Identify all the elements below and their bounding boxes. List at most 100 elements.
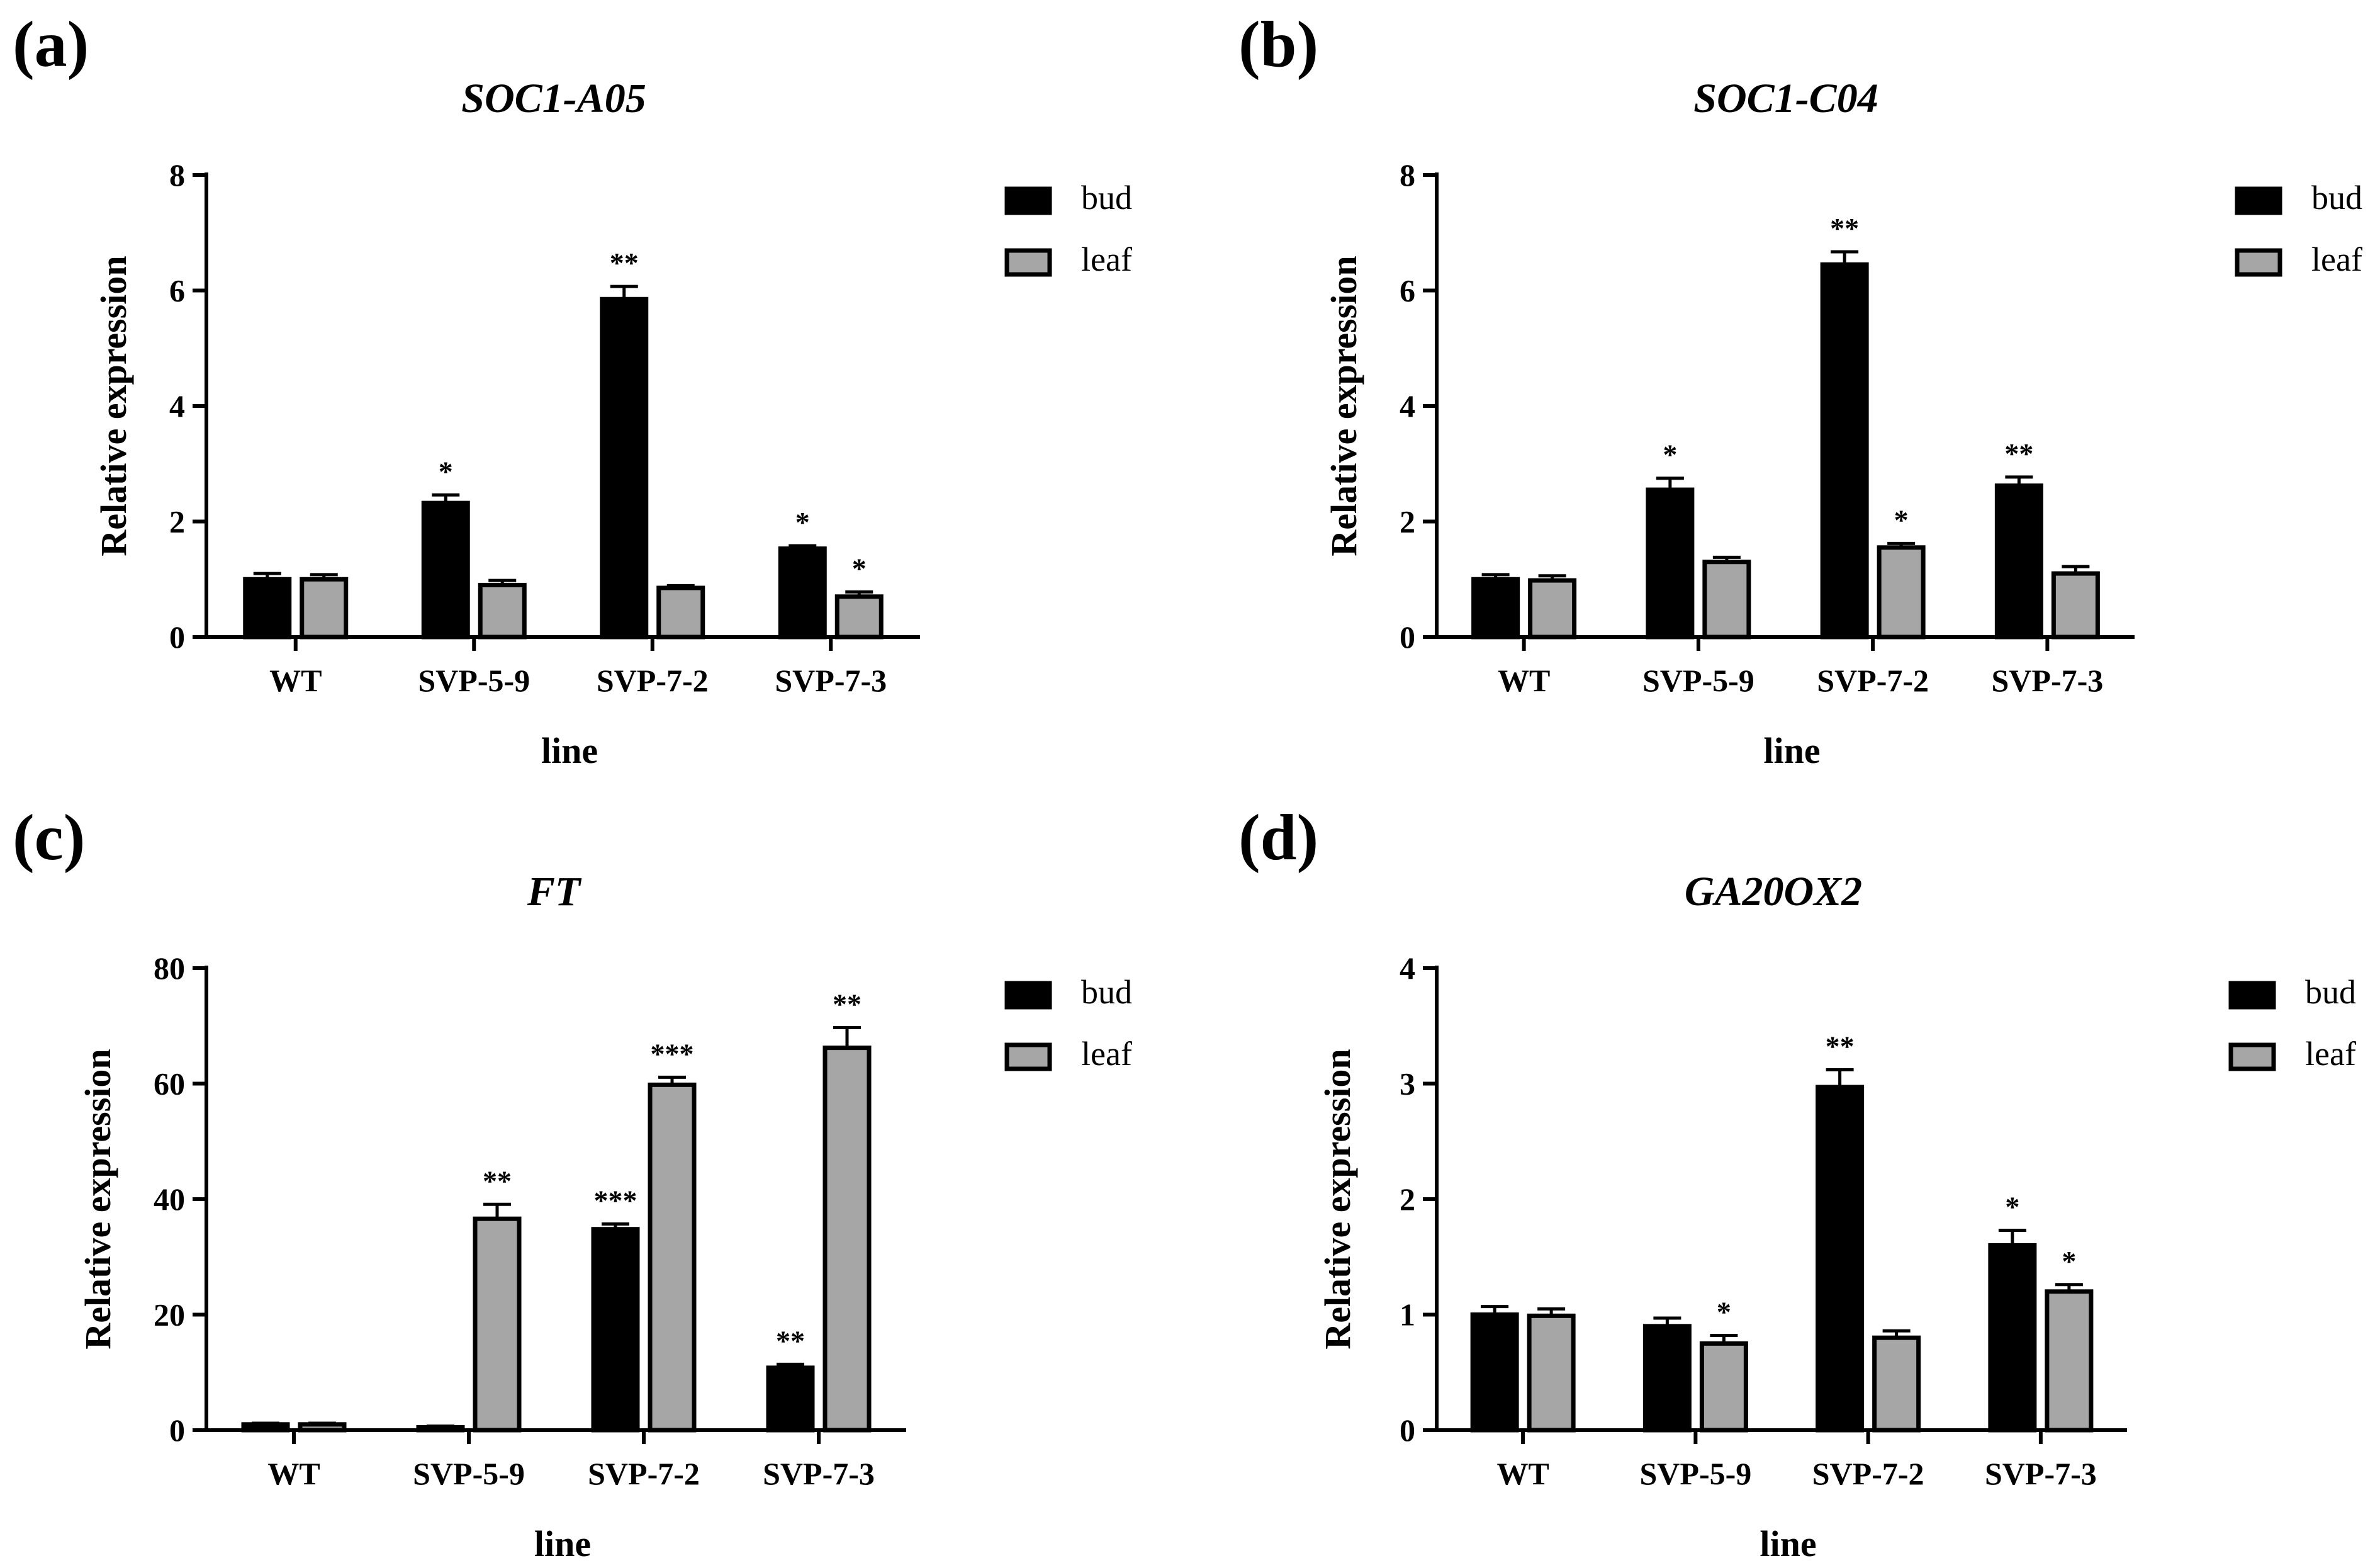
significance-label: * (2062, 1245, 2076, 1277)
chart-title: FT (527, 869, 582, 915)
chart-title: SOC1-C04 (1693, 76, 1878, 121)
x-tick-label: SVP-5-9 (418, 663, 530, 698)
legend-label-bud: bud (1081, 179, 1132, 217)
panel-label-a: (a) (13, 8, 89, 81)
bar-leaf (473, 1216, 522, 1433)
bar-leaf (656, 585, 705, 640)
y-tick-label: 2 (1400, 504, 1415, 539)
bar-leaf (1877, 545, 1926, 640)
legend-label-leaf: leaf (1081, 240, 1132, 278)
bar-leaf (298, 1422, 347, 1433)
legend-label-leaf: leaf (1081, 1035, 1132, 1073)
significance-label: * (2005, 1191, 2019, 1223)
significance-label: ** (776, 1324, 805, 1356)
significance-label: * (1717, 1296, 1731, 1328)
y-tick-label: 0 (169, 619, 185, 655)
bar-bud (778, 546, 827, 640)
bar-leaf (1872, 1335, 1921, 1433)
bar-leaf (2051, 571, 2100, 640)
y-tick-label: 1 (1400, 1297, 1415, 1333)
bar-bud (1646, 487, 1695, 640)
x-tick-label: SVP-5-9 (1642, 663, 1754, 698)
significance-label: ** (1826, 1030, 1855, 1062)
significance-label: * (439, 455, 453, 487)
y-tick-label: 4 (169, 388, 185, 424)
x-axis-title: line (541, 730, 598, 771)
y-tick-label: 6 (1400, 273, 1415, 308)
y-tick-label: 2 (1400, 1182, 1415, 1217)
bar-leaf (2045, 1289, 2094, 1433)
panel-label-d: (d) (1238, 801, 1318, 874)
y-tick-label: 6 (169, 273, 185, 308)
x-tick-label: SVP-7-2 (597, 663, 709, 698)
x-tick-label: WT (1496, 1456, 1549, 1491)
x-axis-title: line (1763, 730, 1820, 771)
chart-title: SOC1-A05 (461, 76, 646, 121)
significance-label: *** (594, 1184, 637, 1216)
chart-panel-2: FT 0 20 40 60 80 Relative expression line WT SVP-… (77, 869, 1132, 1564)
bar-bud (591, 1227, 640, 1433)
y-axis-title: Relative expression (1317, 1049, 1358, 1349)
y-tick-label: 80 (154, 950, 185, 986)
x-tick-label: WT (267, 1456, 320, 1491)
y-axis-title: Relative expression (77, 1049, 118, 1349)
charts-layer: SOC1-A05 0 2 4 6 8 Relative expression line WT SV… (77, 76, 2362, 1564)
x-axis-title: line (534, 1523, 591, 1564)
y-tick-label: 0 (169, 1413, 185, 1448)
y-axis-title: Relative expression (93, 256, 134, 556)
bar-bud (1642, 1324, 1692, 1433)
legend-swatch-leaf (2235, 248, 2282, 277)
x-tick-label: SVP-7-2 (1812, 1456, 1924, 1491)
bar-bud (766, 1365, 815, 1433)
x-tick-label: SVP-7-3 (1985, 1456, 2097, 1491)
y-tick-label: 8 (1400, 157, 1415, 193)
legend-label-leaf: leaf (2311, 240, 2362, 278)
significance-label: ** (610, 247, 639, 279)
legend-swatch-bud (1004, 981, 1052, 1010)
significance-label: ** (483, 1165, 512, 1197)
significance-label: ** (2004, 437, 2033, 470)
panel-label-b: (b) (1238, 8, 1318, 81)
significance-label: ** (1830, 212, 1859, 244)
bar-bud (1471, 577, 1520, 640)
legend-label-bud: bud (2305, 973, 2356, 1011)
x-axis-title: line (1760, 1523, 1816, 1564)
legend-swatch-leaf (1004, 1042, 1052, 1071)
y-tick-label: 60 (154, 1066, 185, 1102)
legend-label-bud: bud (2311, 179, 2362, 217)
bar-leaf (648, 1082, 697, 1433)
y-tick-label: 3 (1400, 1066, 1415, 1102)
significance-label: ** (833, 988, 862, 1020)
y-tick-label: 2 (169, 504, 185, 539)
y-tick-label: 0 (1400, 619, 1415, 655)
chart-panel-3: GA20OX2 0 1 2 3 4 Relative expression line WT SVP… (1317, 869, 2356, 1564)
bar-bud (1816, 1085, 1865, 1433)
chart-title: GA20OX2 (1685, 869, 1862, 915)
panel-label-c: (c) (13, 801, 85, 874)
legend-swatch-bud (1004, 186, 1052, 215)
bar-bud (1994, 483, 2043, 640)
y-tick-label: 40 (154, 1182, 185, 1217)
y-tick-label: 8 (169, 157, 185, 193)
bar-leaf (1699, 1341, 1748, 1433)
bar-bud (1820, 262, 1869, 640)
bar-leaf (478, 582, 527, 640)
bar-leaf (822, 1046, 872, 1433)
bar-bud (1470, 1312, 1519, 1433)
bar-bud (416, 1424, 465, 1433)
x-tick-label: WT (1498, 663, 1550, 698)
legend-swatch-leaf (1004, 248, 1052, 277)
legend-swatch-leaf (2228, 1042, 2276, 1071)
legend-label-bud: bud (1081, 973, 1132, 1011)
y-tick-label: 4 (1400, 950, 1415, 986)
bar-bud (421, 500, 470, 640)
x-tick-label: SVP-5-9 (413, 1456, 525, 1491)
bar-leaf (300, 577, 349, 640)
significance-label: *** (651, 1037, 694, 1069)
x-tick-label: SVP-7-3 (775, 663, 887, 698)
y-tick-label: 4 (1400, 388, 1415, 424)
chart-panel-1: SOC1-C04 0 2 4 6 8 Relative expression line WT SV… (1323, 76, 2362, 771)
bar-bud (241, 1422, 290, 1433)
bar-bud (600, 296, 649, 640)
